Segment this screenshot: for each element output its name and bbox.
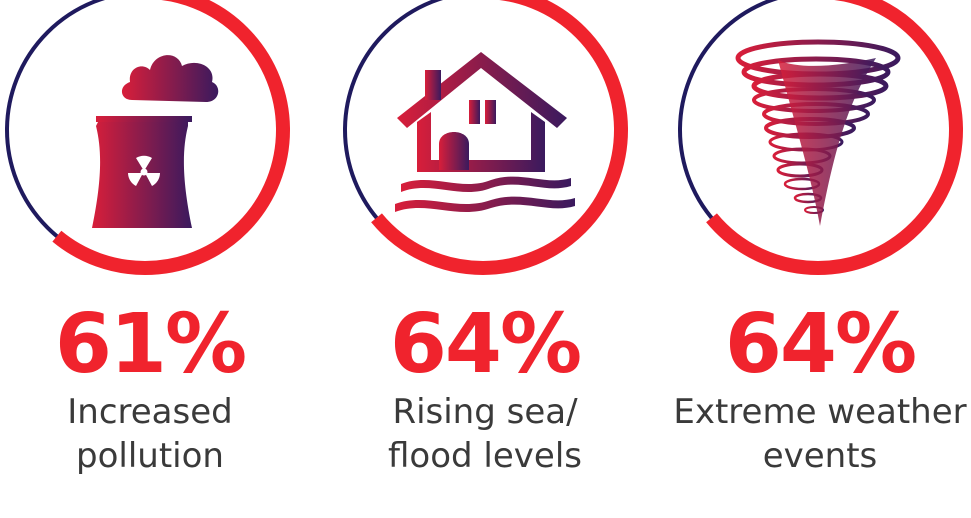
stat-label-line1: Extreme weather — [673, 392, 967, 432]
stat-label-line1: Increased — [67, 392, 233, 432]
stat-label-line1: Rising sea/ — [392, 392, 578, 432]
progress-ring — [338, 0, 628, 275]
flooded-house-icon — [395, 52, 575, 212]
stat-label: Increased pollution — [0, 390, 310, 478]
stat-percent: 64% — [389, 297, 582, 392]
stat-percent: 61% — [54, 297, 247, 392]
stat-increased-pollution: 61% Increased pollution — [0, 0, 300, 518]
stat-label-line2: pollution — [76, 436, 224, 476]
progress-arc — [673, 0, 963, 275]
stat-label: Rising sea/ flood levels — [325, 390, 645, 478]
progress-arc — [0, 0, 290, 275]
progress-ring — [0, 0, 290, 275]
power-plant-pollution-icon — [92, 55, 219, 228]
stat-label: Extreme weather events — [660, 390, 971, 478]
progress-ring — [673, 0, 963, 275]
progress-arc — [338, 0, 628, 275]
stat-percent: 64% — [724, 297, 917, 392]
stat-label-line2: events — [762, 436, 878, 476]
stat-label-line2: flood levels — [388, 436, 582, 476]
stat-extreme-weather-events: 64% Extreme weather events — [670, 0, 970, 518]
tornado-funnel — [778, 58, 876, 226]
stat-rising-sea-flood-levels: 64% Rising sea/ flood levels — [335, 0, 635, 518]
